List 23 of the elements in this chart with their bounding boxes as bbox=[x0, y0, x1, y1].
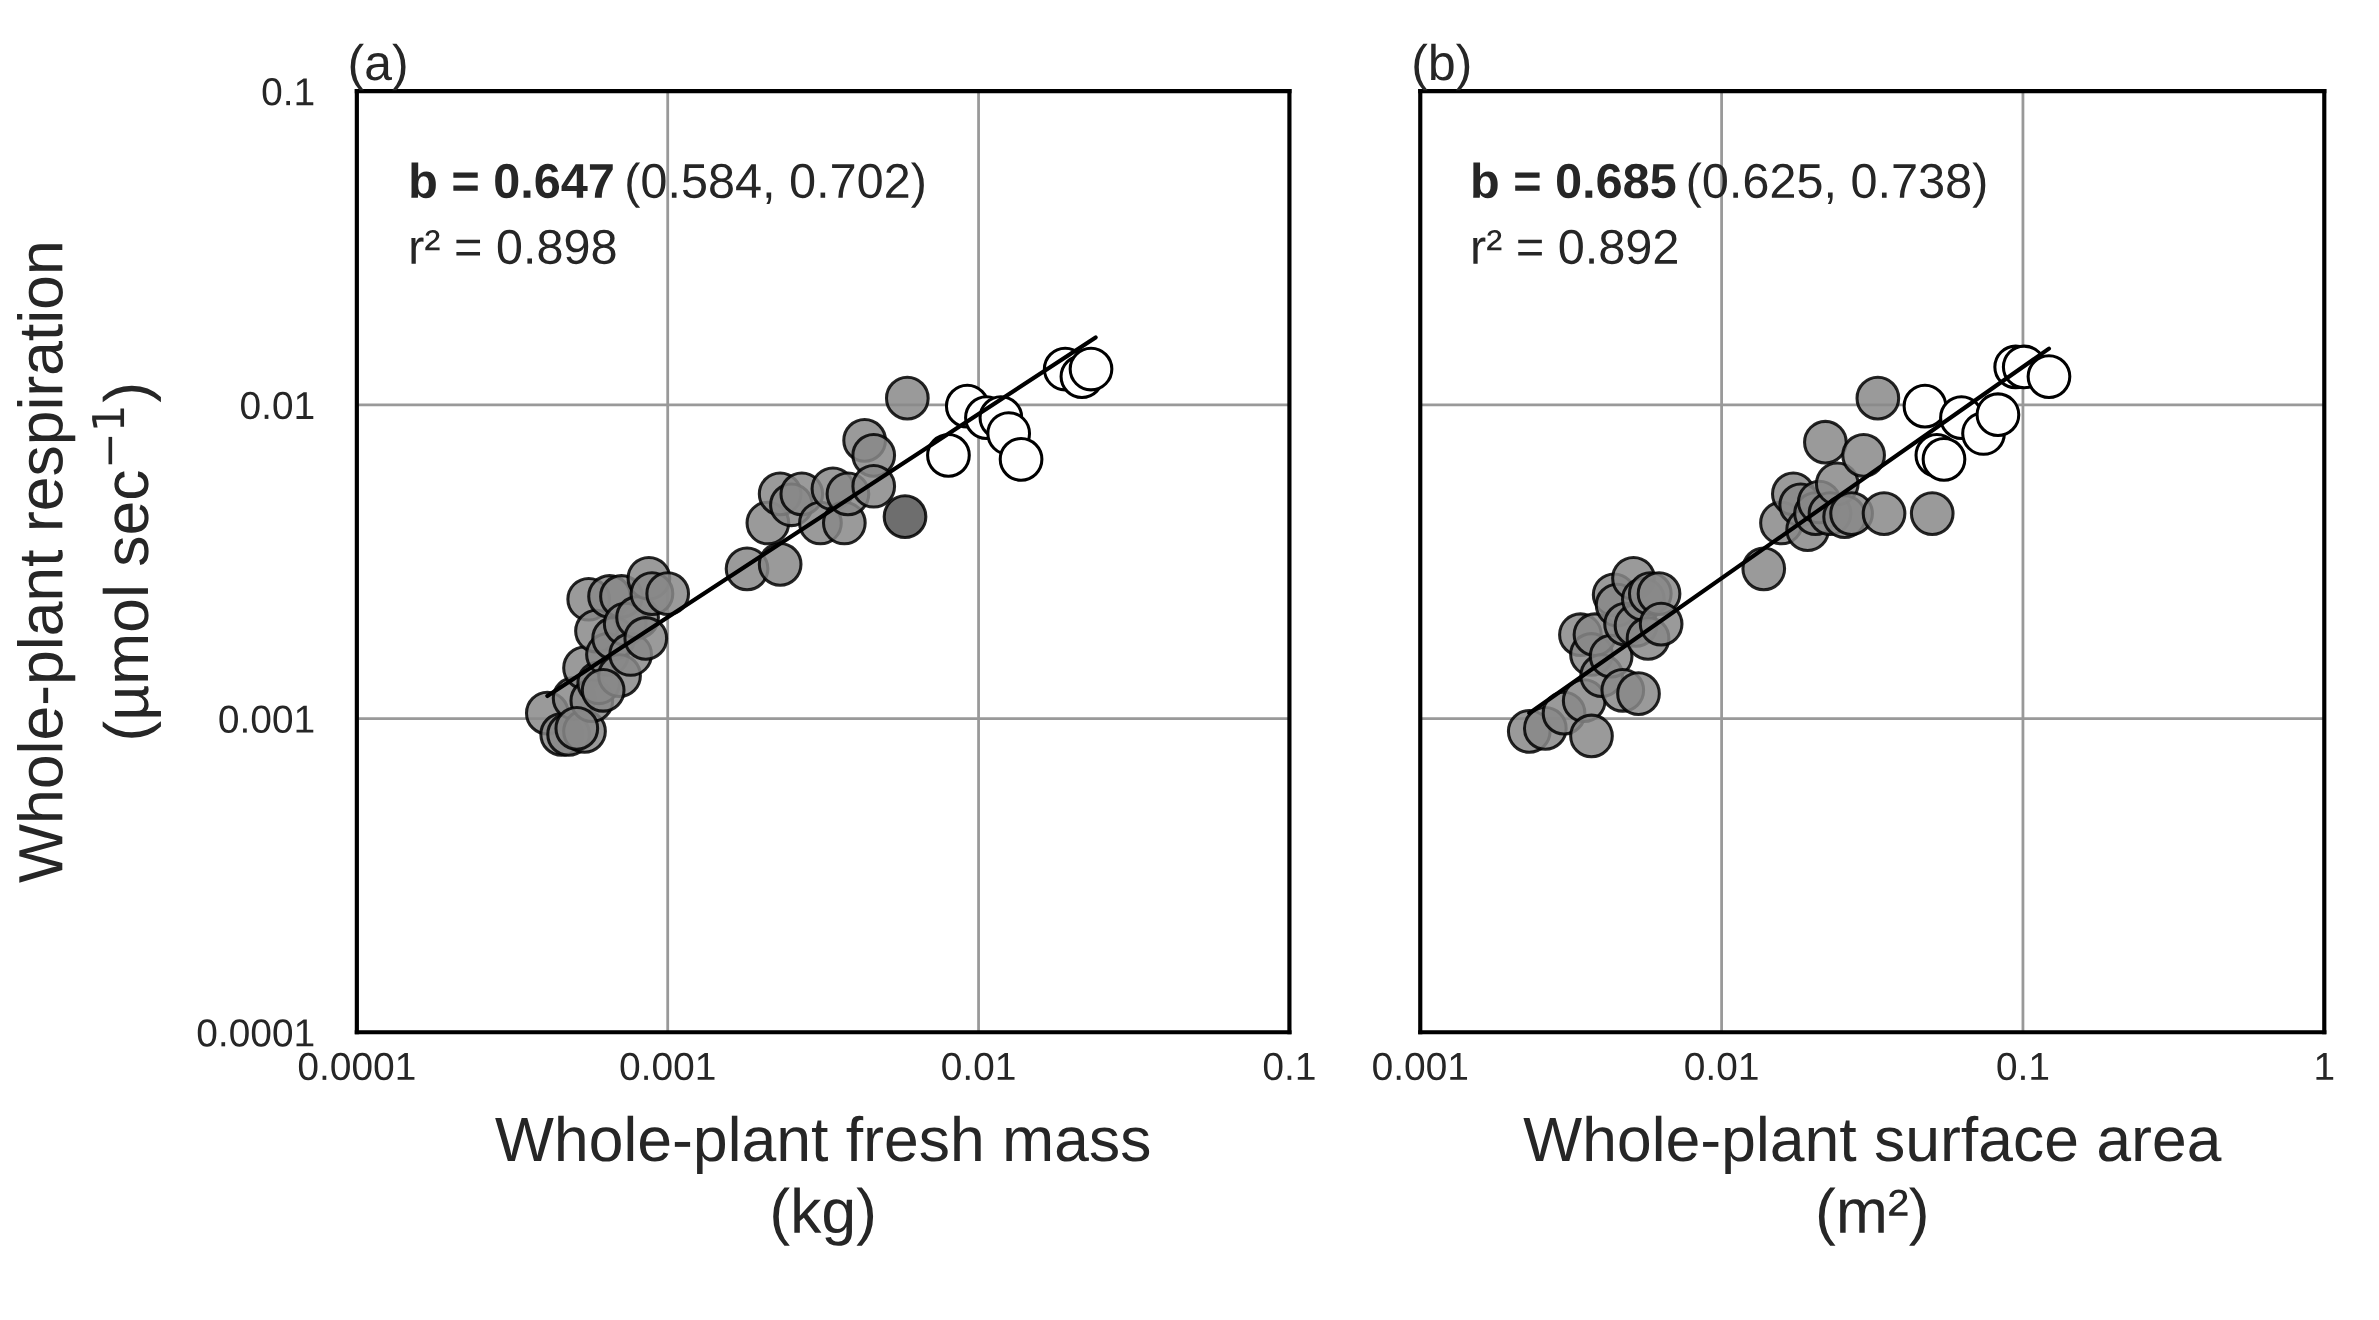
chart-title: (b) bbox=[1414, 43, 1470, 91]
x-tick-label: 0.1 bbox=[1997, 1052, 2049, 1081]
y-tick-label: 0.001 bbox=[219, 705, 314, 733]
chart-title: (a) bbox=[350, 43, 406, 91]
x-axis-title: Whole-plant surface area (m²) bbox=[1523, 1115, 2222, 1246]
x-tick-label: 0.1 bbox=[1263, 1052, 1315, 1081]
annotation: r² = 0.898 bbox=[411, 229, 616, 265]
x-tick-label: 0.0001 bbox=[298, 1052, 415, 1081]
annotation: (0.625, 0.738) bbox=[1688, 162, 1986, 208]
x-tick-label: 0.001 bbox=[1373, 1052, 1468, 1081]
x-tick-label: 0.01 bbox=[1685, 1052, 1758, 1081]
x-tick-label: 1 bbox=[2316, 1053, 2334, 1080]
y-axis-title: Whole-plant respiration (µmol sec$^{−1}$) bbox=[17, 244, 161, 883]
annotation: b = 0.685 bbox=[1473, 162, 1676, 199]
x-axis-title: Whole-plant fresh mass (kg) bbox=[495, 1115, 1150, 1246]
y-tick-label: 0.01 bbox=[241, 391, 314, 420]
annotation: b = 0.647 bbox=[411, 162, 613, 199]
x-tick-label: 0.01 bbox=[942, 1052, 1015, 1081]
annotation: r² = 0.892 bbox=[1473, 229, 1677, 265]
y-tick-label: 0.1 bbox=[262, 78, 314, 106]
annotation: (0.584, 0.702) bbox=[627, 162, 924, 208]
y-tick-label: 0.0001 bbox=[197, 1019, 314, 1047]
x-tick-label: 0.001 bbox=[620, 1052, 715, 1081]
